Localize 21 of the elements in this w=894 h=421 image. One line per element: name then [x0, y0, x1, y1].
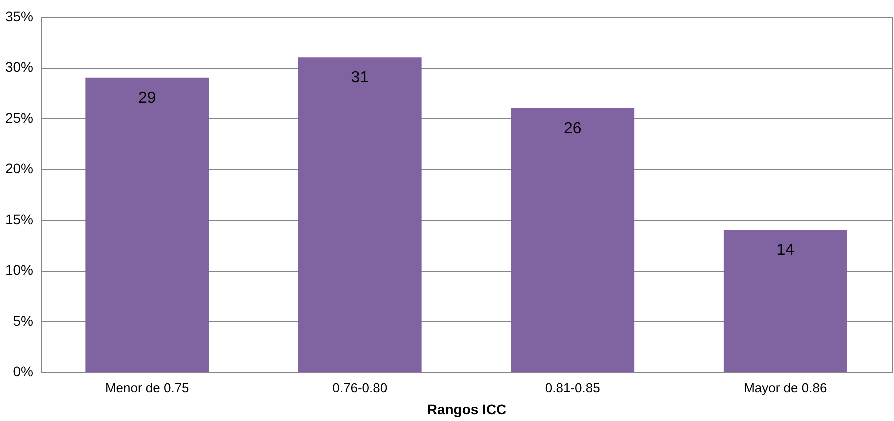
x-tick-label: Menor de 0.75	[105, 380, 190, 396]
y-tick-label: 10%	[5, 262, 34, 278]
y-tick-label: 35%	[5, 8, 34, 24]
x-tick-label: 0.76-0.80	[332, 380, 388, 396]
y-tick-label: 30%	[5, 59, 34, 76]
x-axis-title: Rangos ICC	[427, 402, 507, 418]
x-tick-label: Mayor de 0.86	[744, 380, 828, 396]
y-tick-label: 0%	[13, 364, 34, 380]
bar	[511, 108, 635, 372]
data-label: 31	[351, 70, 370, 87]
y-tick-label: 15%	[5, 211, 34, 228]
data-label: 26	[564, 120, 582, 138]
data-label: 14	[776, 242, 795, 259]
data-label: 29	[138, 90, 156, 107]
y-tick-label: 20%	[5, 160, 34, 177]
bar	[724, 230, 848, 372]
bar	[298, 58, 422, 372]
bar	[86, 78, 210, 372]
y-tick-label: 5%	[13, 312, 34, 329]
x-tick-label: 0.81-0.85	[545, 380, 600, 396]
y-tick-label: 25%	[5, 110, 34, 126]
